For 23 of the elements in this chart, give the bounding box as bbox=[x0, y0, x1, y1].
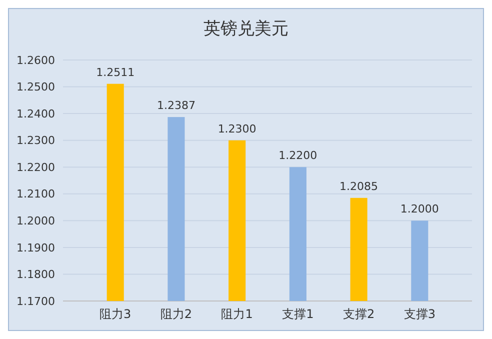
data-label: 1.2300 bbox=[218, 122, 256, 136]
x-tick-label: 阻力1 bbox=[221, 307, 253, 321]
y-tick-label: 1.2400 bbox=[16, 107, 55, 120]
data-label: 1.2000 bbox=[400, 202, 439, 216]
x-tick-label: 支撑2 bbox=[342, 307, 375, 321]
x-tick-label: 阻力2 bbox=[160, 307, 192, 321]
y-tick-label: 1.2100 bbox=[16, 188, 55, 201]
x-tick-label: 支撑3 bbox=[404, 307, 436, 321]
x-tick-label: 支撑1 bbox=[282, 307, 314, 321]
x-tick-label: 阻力3 bbox=[100, 307, 132, 321]
data-label: 1.2511 bbox=[96, 66, 135, 79]
data-label: 1.2387 bbox=[156, 99, 196, 112]
y-tick-label: 1.2200 bbox=[16, 160, 55, 174]
y-tick-label: 1.2500 bbox=[16, 80, 55, 94]
y-tick-label: 1.2300 bbox=[16, 134, 55, 148]
data-label: 1.2200 bbox=[278, 149, 318, 162]
y-tick-label: 1.1800 bbox=[16, 268, 55, 282]
y-tick-label: 1.2600 bbox=[16, 54, 55, 67]
chart-title: 英镑兑美元 bbox=[204, 19, 288, 39]
y-tick-label: 1.1700 bbox=[16, 294, 55, 308]
y-tick-label: 1.1900 bbox=[16, 241, 55, 254]
y-tick-label: 1.2000 bbox=[16, 214, 55, 228]
data-label: 1.2085 bbox=[340, 180, 378, 193]
